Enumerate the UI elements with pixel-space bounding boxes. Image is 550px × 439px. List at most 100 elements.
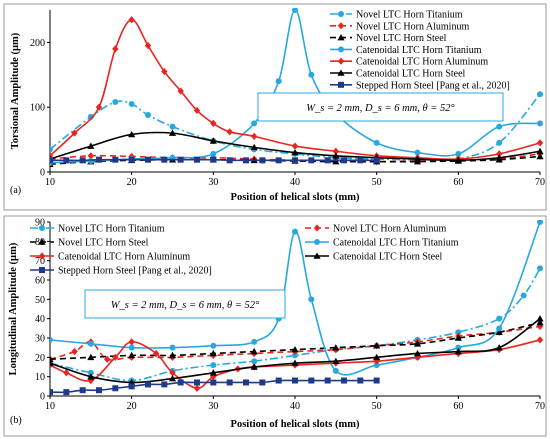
x-tick-label: 10 — [45, 401, 55, 412]
y-tick-label: 0 — [40, 168, 45, 179]
data-point — [112, 45, 119, 53]
series-line — [50, 325, 541, 361]
data-point — [291, 346, 299, 353]
y-tick-label: 40 — [35, 314, 45, 325]
data-point — [145, 381, 151, 388]
data-point — [536, 139, 544, 147]
data-point — [87, 340, 94, 347]
data-point — [243, 157, 249, 164]
data-point — [373, 377, 380, 384]
data-point — [291, 359, 299, 366]
annotation-text: W_s = 2 mm, D_s = 6 mm, θ = 52° — [111, 300, 260, 311]
data-point — [495, 154, 503, 161]
legend-label: Novel LTC Horn Steel — [58, 238, 149, 249]
legend-entry: Catenoidal LTC Horn Steel — [330, 69, 466, 80]
x-axis-label: Position of helical slots (mm) — [231, 419, 360, 430]
annotation-box — [84, 289, 286, 319]
legend-label: Catenoidal LTC Horn Steel — [356, 69, 466, 80]
series-line — [50, 267, 541, 382]
data-point — [112, 156, 119, 163]
series-novel-ltc-horn-steel — [50, 318, 544, 363]
panel-label: (a) — [10, 185, 21, 196]
data-point — [332, 152, 340, 159]
legend-entry: Novel LTC Horn Titanium — [30, 224, 165, 235]
legend-entry: Novel LTC Horn Aluminum — [330, 21, 469, 32]
y-tick-label: 70 — [35, 256, 45, 267]
x-axis-label: Position of helical slots (mm) — [231, 192, 360, 203]
data-point — [496, 139, 503, 146]
data-point — [537, 220, 543, 225]
data-point — [454, 334, 462, 341]
data-point — [226, 128, 233, 136]
panel-frame — [3, 3, 547, 211]
legend-label: Novel LTC Horn Titanium — [58, 224, 165, 235]
series-line — [50, 339, 541, 390]
data-point — [209, 349, 217, 357]
data-point — [210, 150, 217, 157]
data-point — [251, 358, 258, 365]
data-point — [536, 315, 544, 322]
data-point — [332, 147, 340, 155]
data-point — [455, 329, 462, 336]
data-point — [413, 349, 422, 357]
data-point — [209, 369, 217, 376]
data-point — [536, 318, 544, 326]
data-point — [177, 379, 184, 386]
y-axis-label: Longitudinal Amplitude (µm) — [8, 242, 19, 375]
x-tick-label: 20 — [127, 177, 137, 188]
legend-marker — [313, 224, 321, 232]
data-point — [455, 150, 462, 157]
legend-label: Novel LTC Horn Aluminum — [333, 224, 446, 235]
data-point — [169, 123, 176, 130]
data-point — [152, 349, 160, 358]
data-point — [496, 325, 503, 332]
legend-label: Novel LTC Horn Titanium — [356, 10, 463, 21]
data-point — [169, 369, 176, 377]
data-point — [536, 336, 544, 344]
data-point — [87, 353, 95, 361]
data-point — [169, 344, 176, 351]
panel-b: 102030405060700102030405060708090Positio… — [3, 215, 547, 437]
data-point — [357, 157, 364, 164]
data-point — [112, 385, 119, 392]
legend-marker — [39, 225, 45, 231]
legend-marker — [313, 252, 321, 259]
data-point — [177, 87, 184, 95]
data-point — [128, 351, 136, 359]
data-point — [193, 106, 201, 115]
data-point — [454, 347, 462, 355]
legend-entry: Catenoidal LTC Horn Steel — [305, 252, 443, 263]
series-stepped-horn-steel-pang-et-al-2020 — [50, 156, 380, 164]
x-tick-label: 60 — [453, 401, 463, 412]
panel-label: (b) — [10, 415, 22, 426]
data-point — [71, 347, 78, 356]
data-point — [50, 389, 53, 396]
data-point — [275, 157, 282, 164]
parameter-annotation: W_s = 2 mm, D_s = 6 mm, θ = 52° — [84, 289, 286, 319]
legend-entry: Novel LTC Horn Aluminum — [305, 224, 446, 235]
panel-frame — [3, 215, 547, 437]
series-catenoidal-ltc-horn-steel — [50, 129, 544, 164]
data-point — [308, 157, 315, 164]
data-point — [250, 132, 258, 140]
legend-label: Stepped Horn Steel [Pang et al., 2020] — [356, 80, 510, 91]
data-point — [291, 148, 299, 156]
data-point — [95, 103, 103, 111]
legend-marker — [38, 252, 46, 260]
legend-label: Catenoidal LTC Horn Aluminum — [356, 57, 488, 68]
data-point — [194, 156, 200, 163]
legend-marker — [38, 238, 46, 245]
legend-marker — [337, 57, 345, 65]
data-point — [177, 156, 184, 163]
data-point — [414, 353, 421, 361]
y-tick-label: 50 — [35, 295, 45, 306]
data-point — [145, 156, 151, 163]
parameter-annotation: W_s = 2 mm, D_s = 6 mm, θ = 52° — [257, 92, 504, 122]
data-point — [250, 347, 258, 355]
data-point — [341, 377, 347, 384]
legend-marker — [337, 69, 345, 76]
data-point — [495, 344, 503, 351]
y-tick-label: 90 — [35, 218, 45, 229]
data-point — [291, 142, 299, 150]
